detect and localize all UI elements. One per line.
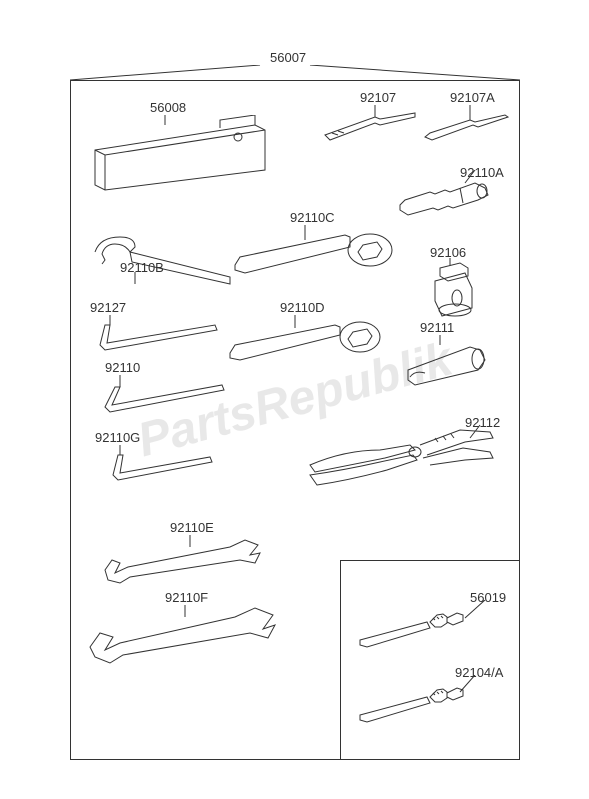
label-ringwrench2: 92110D	[280, 300, 325, 315]
hexkey2-icon	[100, 375, 230, 415]
openend1-icon	[100, 535, 270, 585]
openend2-icon	[85, 605, 285, 665]
label-hexkey1: 92127	[90, 300, 126, 315]
screwdriver1-icon	[320, 105, 420, 145]
hookwrench-icon	[90, 232, 240, 292]
tube2-icon	[355, 675, 510, 725]
label-handle: 92111	[420, 320, 454, 335]
label-ringwrench1: 92110C	[290, 210, 335, 225]
title-leader	[70, 65, 520, 85]
grip-icon	[420, 258, 490, 318]
label-hexkey2: 92110	[105, 360, 140, 375]
ringwrench1-icon	[230, 225, 400, 285]
label-case: 56008	[150, 100, 186, 115]
label-screwdriver2: 92107A	[450, 90, 495, 105]
label-screwdriver1: 92107	[360, 90, 396, 105]
screwdriver2-icon	[420, 105, 515, 145]
ringwrench2-icon	[225, 315, 390, 370]
tool-case-icon	[90, 115, 270, 195]
label-hexkey3: 92110G	[95, 430, 140, 445]
tube1-icon	[355, 600, 510, 650]
label-openend1: 92110E	[170, 520, 214, 535]
sparkplug-icon	[390, 170, 510, 220]
label-title: 56007	[270, 50, 306, 65]
label-openend2: 92110F	[165, 590, 208, 605]
hexkey3-icon	[110, 445, 220, 485]
pliers-icon	[305, 410, 505, 495]
handle-icon	[400, 335, 500, 390]
hexkey1-icon	[95, 315, 225, 355]
